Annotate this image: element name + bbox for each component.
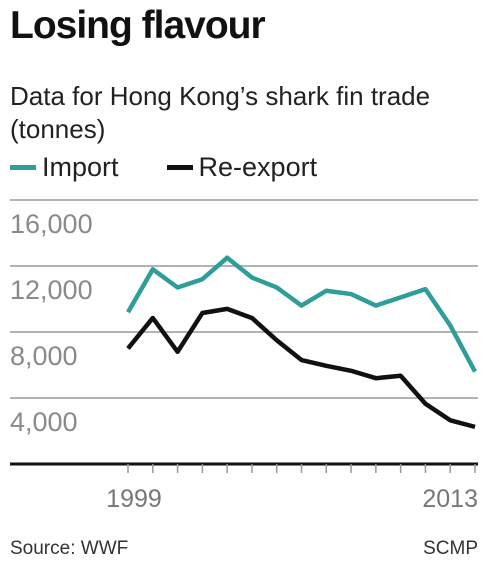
chart-subtitle: Data for Hong Kong’s shark fin trade (to… [10, 81, 431, 144]
y-tick-label: 8,000 [10, 341, 78, 371]
legend-item: Re-export [166, 152, 318, 183]
source: Source: WWF [10, 538, 129, 559]
x-tick-label: 1999 [106, 485, 162, 513]
credit: SCMP [423, 538, 478, 559]
y-tick-label: 12,000 [10, 275, 93, 305]
legend: Import Re-export [10, 152, 365, 183]
y-tick-label: 16,000 [10, 209, 93, 239]
series-line [126, 255, 477, 373]
series-line [126, 306, 476, 430]
legend-swatch [10, 165, 36, 170]
chart-title: Losing flavour [10, 4, 266, 47]
legend-item: Import [10, 152, 119, 183]
legend-label: Import [42, 152, 119, 182]
legend-swatch [166, 165, 193, 170]
y-tick-label: 4,000 [10, 407, 78, 437]
legend-label: Re-export [198, 152, 318, 182]
x-tick-label: 2013 [422, 485, 478, 513]
